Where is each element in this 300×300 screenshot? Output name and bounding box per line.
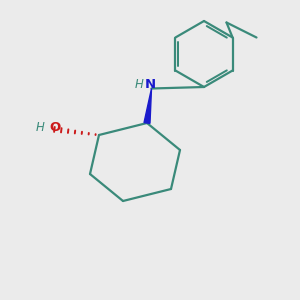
Text: H: H: [36, 121, 45, 134]
Text: N: N: [144, 78, 156, 92]
Text: H: H: [134, 78, 143, 92]
Text: O: O: [50, 121, 61, 134]
Polygon shape: [144, 88, 152, 123]
